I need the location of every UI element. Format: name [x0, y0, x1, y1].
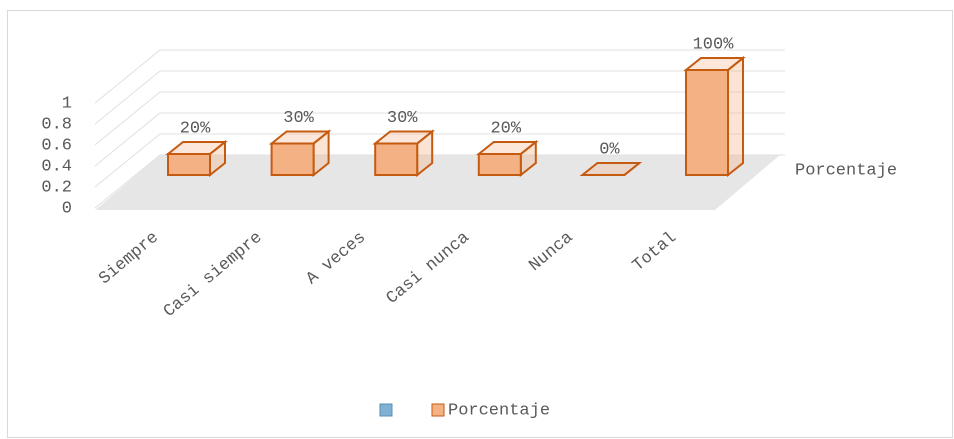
- floor: [95, 155, 780, 210]
- y-tick-label: 0.8: [41, 115, 72, 134]
- grid-line: [94, 112, 785, 167]
- legend-label: Porcentaje: [448, 401, 550, 420]
- grid-line: [94, 133, 785, 188]
- grid-line: [94, 49, 785, 104]
- grid-line: [94, 70, 785, 125]
- chart-border: [7, 10, 953, 438]
- bar-front: [374, 142, 419, 176]
- y-tick-label: 0.6: [41, 136, 72, 155]
- depth-axis-label: Porcentaje: [795, 161, 897, 180]
- y-tick-label: 1: [62, 94, 72, 113]
- y-tick-label: 0: [62, 199, 72, 218]
- legend-swatch-empty: [379, 403, 393, 417]
- y-tick-label: 0.4: [41, 157, 72, 176]
- legend-swatch: [431, 403, 445, 417]
- data-label: 100%: [693, 35, 735, 54]
- bar-front: [477, 153, 522, 176]
- data-label: 30%: [387, 109, 418, 128]
- data-label: 0%: [599, 140, 620, 159]
- y-tick-label: 0.2: [41, 178, 72, 197]
- grid-line: [94, 91, 785, 146]
- data-label: 20%: [490, 119, 521, 138]
- bar-front: [167, 153, 211, 176]
- bar-top: [579, 162, 643, 176]
- bar-front: [685, 69, 729, 176]
- grid-line: [94, 154, 785, 209]
- data-label: 30%: [283, 109, 314, 128]
- data-label: 20%: [180, 119, 211, 138]
- bar-side: [727, 55, 744, 178]
- bar-front: [270, 142, 315, 176]
